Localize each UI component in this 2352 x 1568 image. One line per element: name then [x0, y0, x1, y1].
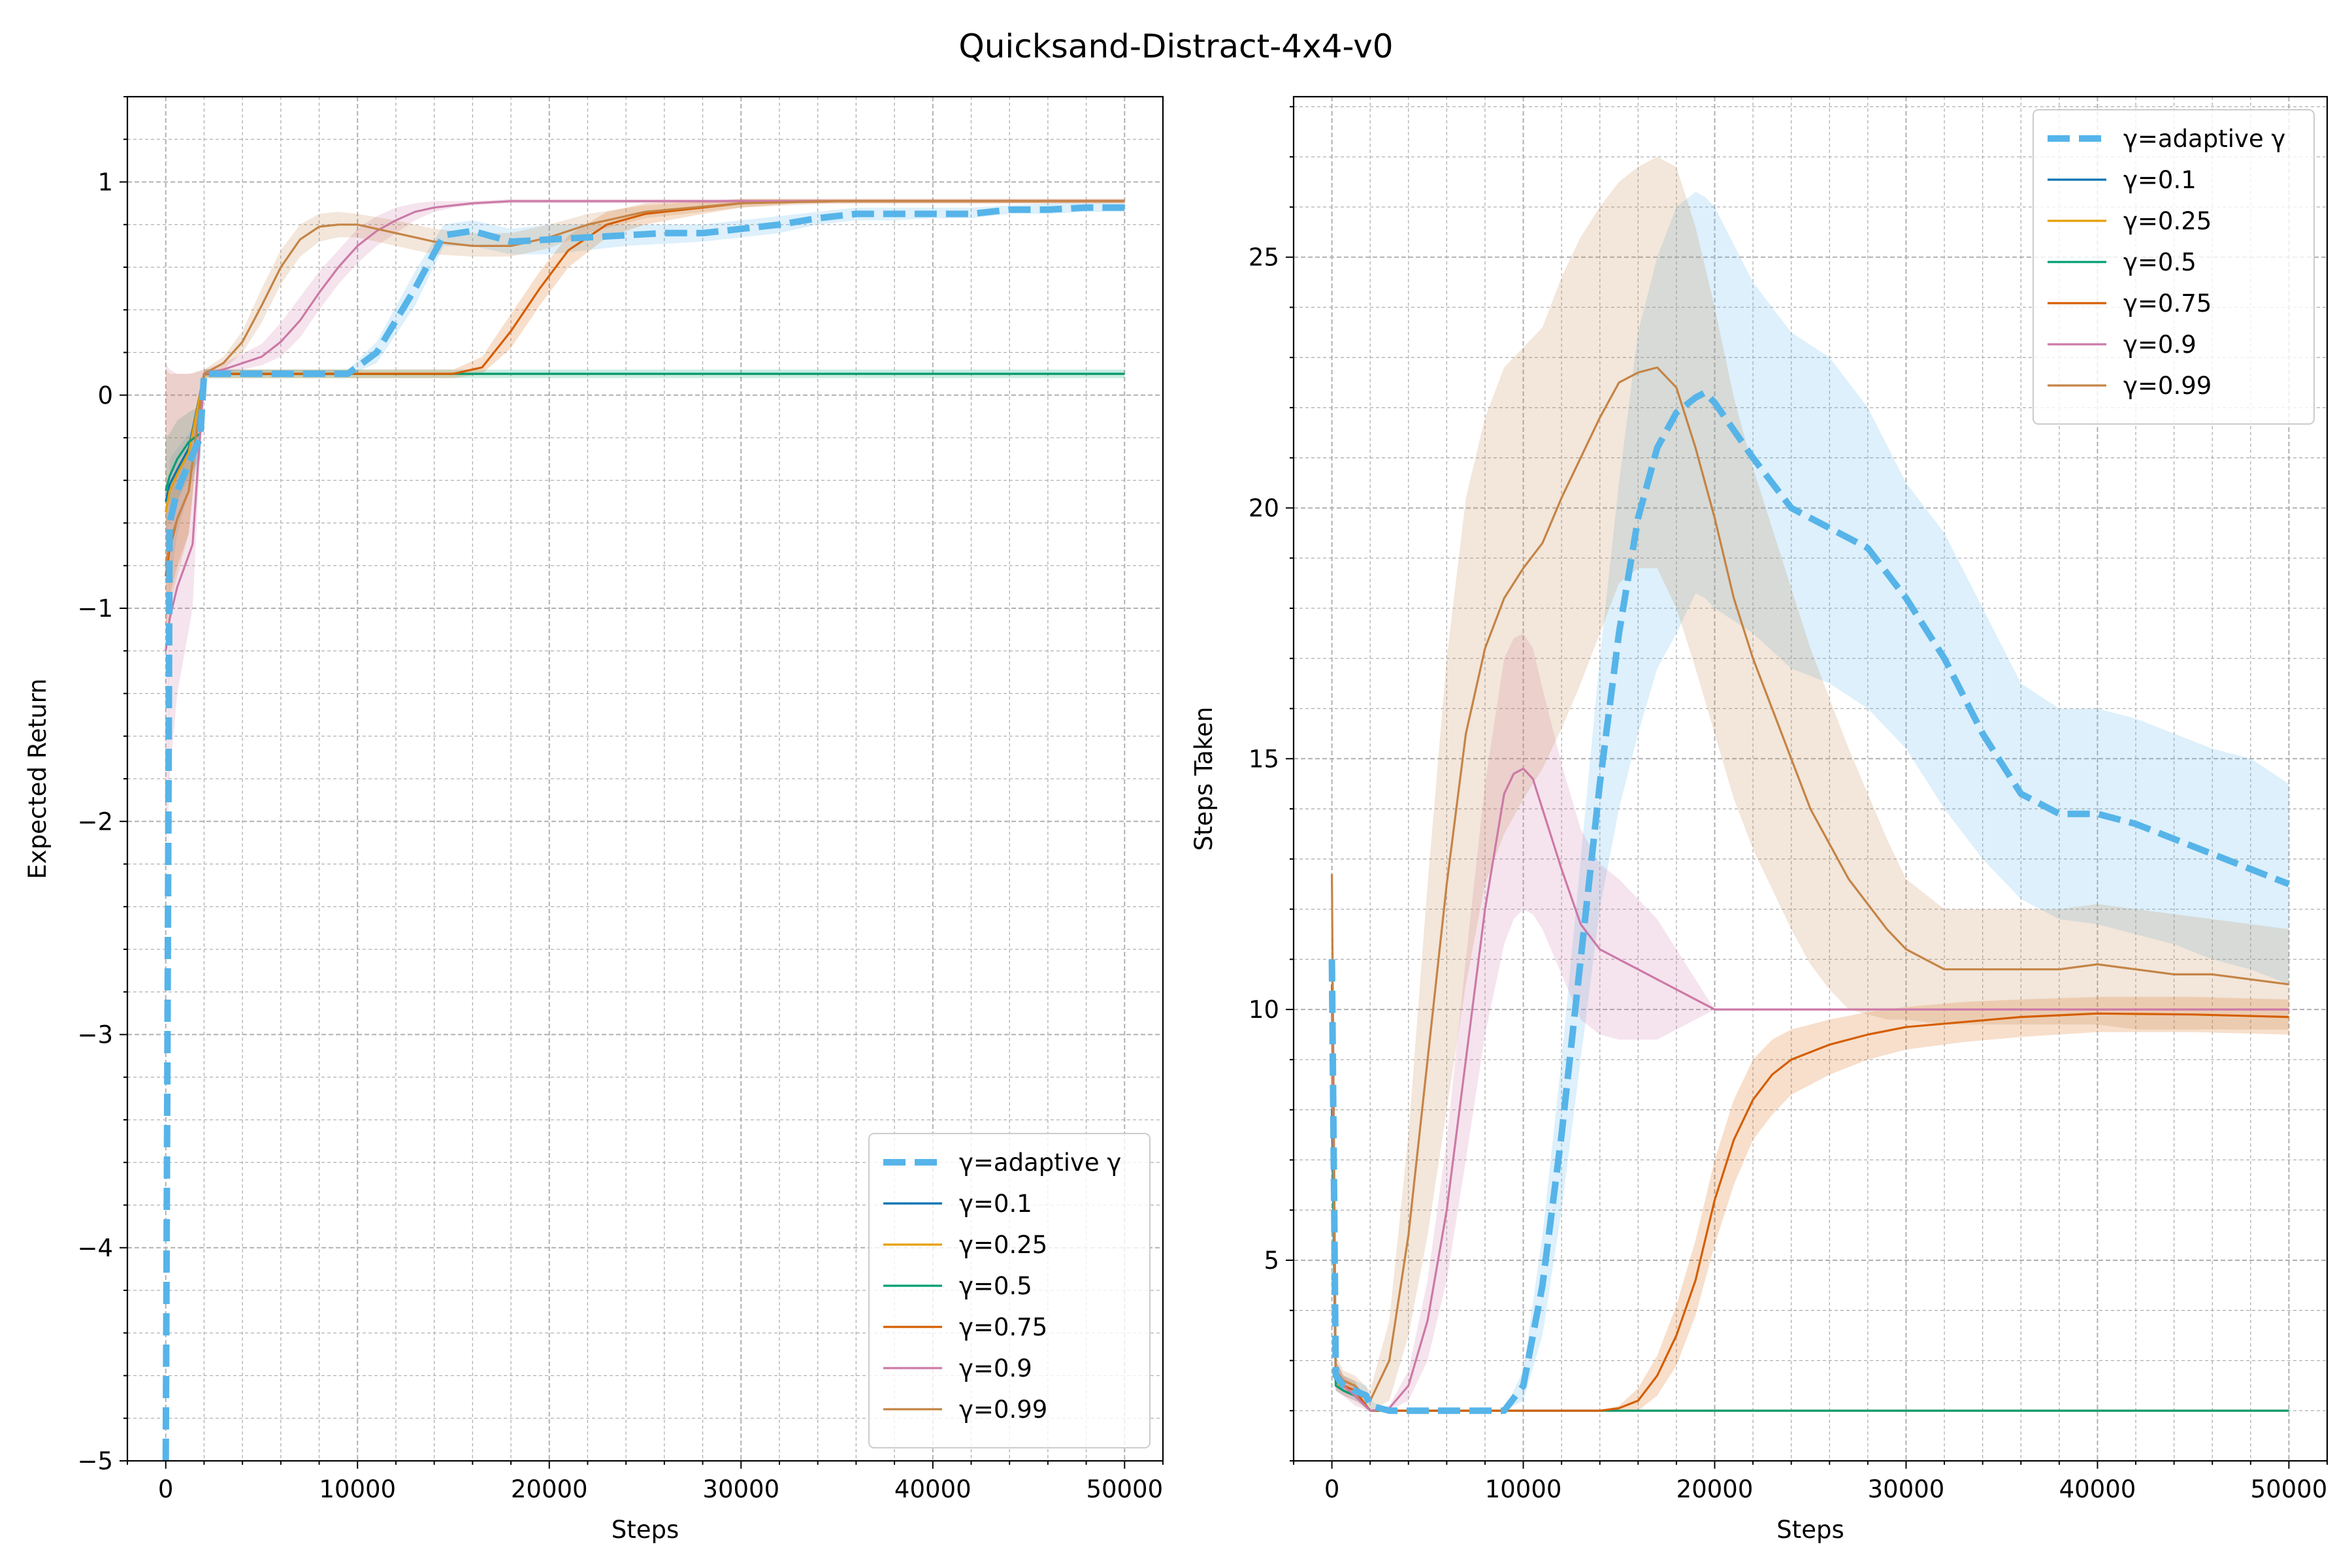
y-tick-label: −3 [77, 1021, 113, 1049]
x-tick-label: 10000 [1485, 1475, 1562, 1503]
legend-entry-0-75: γ=0.75 [2123, 289, 2212, 318]
x-tick-label: 20000 [511, 1475, 588, 1503]
band-0-9 [165, 199, 1125, 864]
legend-entry-0-99: γ=0.99 [959, 1396, 1047, 1424]
y-tick-label: −4 [77, 1234, 113, 1262]
y-tick-label: −1 [77, 595, 113, 623]
x-tick-label: 50000 [2251, 1475, 2328, 1503]
legend-entry-adaptive: γ=adaptive γ [959, 1149, 1121, 1177]
legend-entry-0-25: γ=0.25 [2123, 207, 2212, 235]
x-axis-label: Steps [612, 1516, 679, 1544]
series-line-0-1 [1331, 1085, 2289, 1412]
legend-entry-0-75: γ=0.75 [959, 1313, 1047, 1341]
x-tick-label: 30000 [702, 1475, 779, 1503]
ticks: 0 10000 20000 30000 40000 50000 −5 −4 −3 −2 −1 0 1 [77, 96, 1164, 1503]
band-0-9 [1331, 633, 2289, 1411]
x-axis-label: Steps [1776, 1516, 1844, 1544]
y-tick-label: 25 [1249, 244, 1279, 272]
x-tick-label: 0 [1324, 1475, 1340, 1503]
series-line-0-9 [165, 200, 1125, 651]
legend: γ=adaptive γ γ=0.1 γ=0.25 γ=0.5 γ=0.75 γ=0.9 γ… [2033, 109, 2315, 425]
y-tick-label: 20 [1249, 494, 1279, 522]
y-axis-label: Expected Return [24, 678, 52, 879]
legend-entry-0-25: γ=0.25 [959, 1231, 1047, 1259]
legend: γ=adaptive γ γ=0.1 γ=0.25 γ=0.5 γ=0.75 γ=0.9 γ… [868, 1133, 1151, 1448]
band-0-75 [165, 199, 1125, 630]
y-axis-label: Steps Taken [1190, 707, 1218, 851]
series-line-0-99 [1331, 366, 2289, 1402]
band-0-75 [1331, 984, 2289, 1411]
steps-taken-panel: 0 10000 20000 30000 40000 50000 5 10 15 20 25 Steps… [1190, 95, 2328, 1544]
legend-entry-adaptive: γ=adaptive γ [2123, 125, 2285, 153]
ticks: 0 10000 20000 30000 40000 50000 5 10 15 20 25 [1249, 106, 2328, 1503]
series-line-0-75 [165, 200, 1125, 577]
legend-entry-0-1: γ=0.1 [959, 1190, 1032, 1218]
x-tick-label: 50000 [1086, 1475, 1163, 1503]
legend-entry-0-5: γ=0.5 [959, 1272, 1032, 1300]
series-line-0-5 [165, 372, 1125, 491]
legend-frame [2033, 109, 2315, 425]
series-line-adaptive [1328, 389, 2291, 1414]
y-tick-label: −2 [77, 808, 113, 836]
x-tick-label: 0 [158, 1475, 174, 1503]
legend-entry-0-5: γ=0.5 [2123, 248, 2197, 276]
series-line-0-25 [1331, 1059, 2289, 1412]
legend-entry-0-9: γ=0.9 [2123, 331, 2197, 359]
legend-entry-0-1: γ=0.1 [2123, 166, 2197, 194]
y-tick-label: 0 [97, 382, 113, 410]
series-line-adaptive [162, 204, 1125, 1461]
axes-frame [1292, 95, 2328, 1462]
y-tick-label: 15 [1249, 745, 1279, 773]
x-tick-label: 40000 [2059, 1475, 2136, 1503]
legend-entry-0-99: γ=0.99 [2123, 372, 2212, 400]
x-tick-label: 20000 [1676, 1475, 1754, 1503]
legend-entry-0-9: γ=0.9 [959, 1354, 1032, 1382]
x-tick-label: 40000 [894, 1475, 972, 1503]
band-0-99 [1331, 157, 2289, 1411]
x-tick-label: 30000 [1868, 1475, 1945, 1503]
figure-title: Quicksand-Distract-4x4-v0 [958, 27, 1393, 65]
y-tick-label: −5 [77, 1447, 113, 1475]
series-line-0-99 [165, 200, 1125, 566]
plot-area [1328, 157, 2291, 1414]
band-adaptive [1331, 191, 2289, 1411]
y-tick-label: 1 [97, 169, 113, 197]
y-tick-label: 10 [1249, 996, 1279, 1024]
plot-area [162, 199, 1125, 1461]
y-tick-label: 5 [1264, 1247, 1279, 1275]
x-tick-label: 10000 [319, 1475, 396, 1503]
expected-return-panel: 0 10000 20000 30000 40000 50000 −5 −4 −3 −2 −1 0 1 St… [24, 95, 1164, 1544]
legend-frame [868, 1133, 1151, 1448]
